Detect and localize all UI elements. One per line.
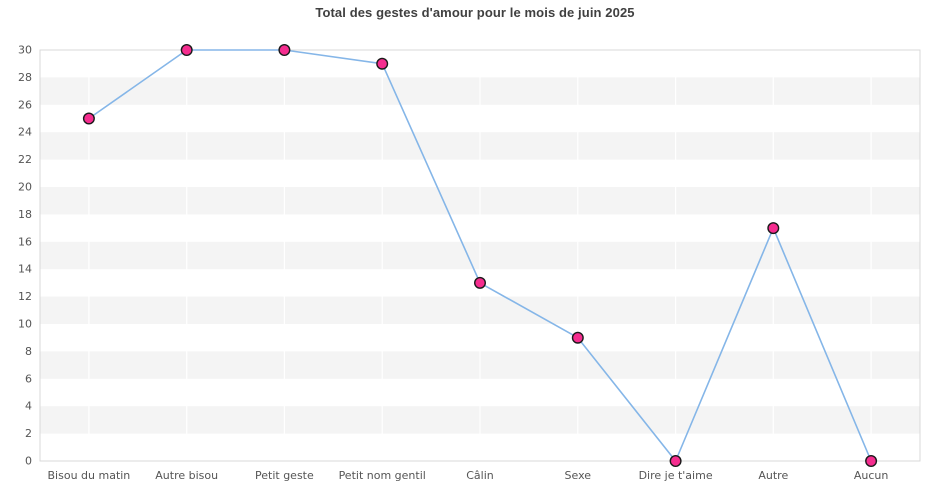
x-tick-label: Petit geste xyxy=(255,469,314,482)
y-tick-label: 10 xyxy=(18,318,32,331)
x-tick-label: Câlin xyxy=(466,469,494,482)
x-tick-label: Sexe xyxy=(565,469,592,482)
data-point xyxy=(669,455,682,468)
y-tick-label: 20 xyxy=(18,181,32,194)
y-tick-label: 12 xyxy=(18,290,32,303)
data-point xyxy=(571,331,584,344)
y-tick-label: 6 xyxy=(25,372,32,385)
y-tick-label: 0 xyxy=(25,455,32,468)
x-tick-label: Autre bisou xyxy=(155,469,218,482)
y-tick-label: 16 xyxy=(18,235,32,248)
x-tick-label: Dire je t'aime xyxy=(639,469,713,482)
x-tick-label: Petit nom gentil xyxy=(339,469,426,482)
x-tick-label: Aucun xyxy=(854,469,889,482)
x-tick-label: Autre xyxy=(758,469,788,482)
y-tick-label: 14 xyxy=(18,263,32,276)
plot-border xyxy=(39,49,921,462)
x-tick-label: Bisou du matin xyxy=(48,469,131,482)
y-tick-label: 18 xyxy=(18,208,32,221)
y-tick-label: 22 xyxy=(18,153,32,166)
y-tick-label: 28 xyxy=(18,71,32,84)
y-tick-label: 2 xyxy=(25,427,32,440)
y-tick-label: 26 xyxy=(18,98,32,111)
y-tick-label: 30 xyxy=(18,44,32,57)
y-tick-label: 8 xyxy=(25,345,32,358)
data-point xyxy=(474,276,487,289)
data-point xyxy=(278,44,291,57)
data-point xyxy=(180,44,193,57)
data-point xyxy=(376,57,389,70)
chart-title: Total des gestes d'amour pour le mois de… xyxy=(315,5,635,20)
y-tick-label: 4 xyxy=(25,400,32,413)
data-point xyxy=(865,455,878,468)
data-point xyxy=(82,112,95,125)
y-tick-label: 24 xyxy=(18,126,32,139)
data-point xyxy=(767,222,780,235)
